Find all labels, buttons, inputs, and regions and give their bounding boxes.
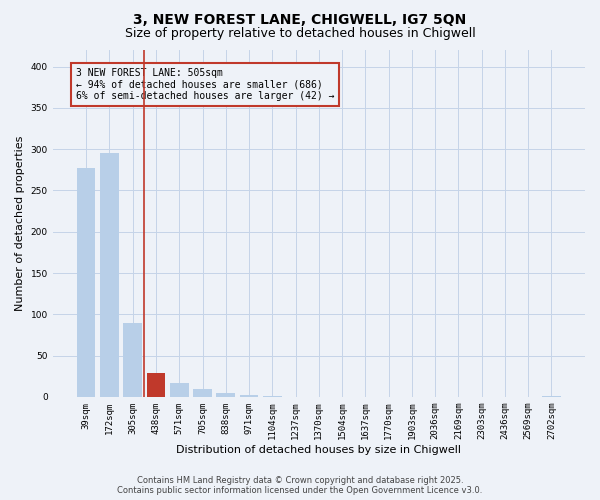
Bar [170, 383, 188, 397]
Text: Contains HM Land Registry data © Crown copyright and database right 2025.
Contai: Contains HM Land Registry data © Crown c… [118, 476, 482, 495]
Bar [542, 396, 561, 397]
Bar [263, 396, 281, 397]
Bar [77, 168, 95, 397]
Bar [193, 388, 212, 397]
Text: 3, NEW FOREST LANE, CHIGWELL, IG7 5QN: 3, NEW FOREST LANE, CHIGWELL, IG7 5QN [133, 12, 467, 26]
Text: Size of property relative to detached houses in Chigwell: Size of property relative to detached ho… [125, 28, 475, 40]
Bar [240, 396, 259, 397]
Bar [100, 154, 119, 397]
Y-axis label: Number of detached properties: Number of detached properties [15, 136, 25, 311]
Text: 3 NEW FOREST LANE: 505sqm
← 94% of detached houses are smaller (686)
6% of semi-: 3 NEW FOREST LANE: 505sqm ← 94% of detac… [76, 68, 334, 102]
X-axis label: Distribution of detached houses by size in Chigwell: Distribution of detached houses by size … [176, 445, 461, 455]
Bar [217, 393, 235, 397]
Bar [124, 322, 142, 397]
Bar [146, 373, 165, 397]
